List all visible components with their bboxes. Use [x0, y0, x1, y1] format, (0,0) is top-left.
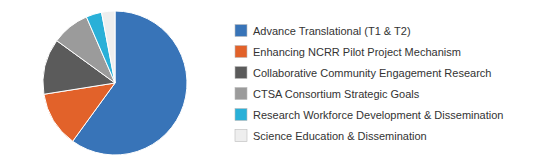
legend-label: Research Workforce Development & Dissemi… — [253, 109, 503, 121]
legend-label: Collaborative Community Engagement Resea… — [253, 67, 491, 79]
chart: Advance Translational (T1 & T2) Enhancing… — [0, 0, 548, 166]
legend-swatch — [235, 130, 247, 142]
legend-swatch — [235, 109, 247, 121]
legend-swatch — [235, 46, 247, 58]
chart-container: Advance Translational (T1 & T2) Enhancing… — [0, 0, 548, 166]
legend-swatch — [235, 67, 247, 79]
pie-slice — [102, 11, 115, 83]
legend-label: Enhancing NCRR Pilot Project Mechanism — [253, 46, 461, 58]
legend: Advance Translational (T1 & T2) Enhancing… — [235, 25, 503, 142]
legend-label: Science Education & Dissemination — [253, 130, 427, 142]
legend-swatch — [235, 25, 247, 37]
legend-label: Advance Translational (T1 & T2) — [253, 25, 411, 37]
legend-swatch — [235, 88, 247, 100]
legend-label: CTSA Consortium Strategic Goals — [253, 88, 420, 100]
pie — [43, 11, 187, 155]
